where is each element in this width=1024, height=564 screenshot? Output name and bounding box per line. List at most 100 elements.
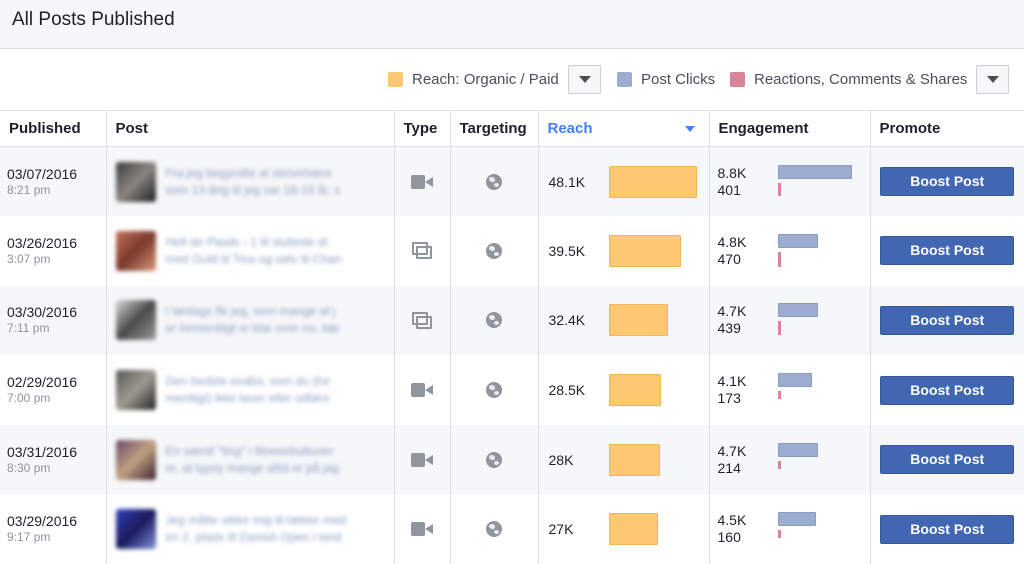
engagement-cell: 4.7K 214 <box>709 424 871 495</box>
published-cell: 02/29/2016 7:00 pm <box>0 355 107 425</box>
post-cell[interactable]: Fra jeg begyndte at skrivehære som 13-åri… <box>106 146 395 217</box>
legend-post-clicks-label: Post Clicks <box>641 70 716 88</box>
post-cell[interactable]: En særdt "ting" i fitnessbutturen er, at … <box>106 424 395 495</box>
reach-cell: 39.5K <box>538 216 710 286</box>
reach-bar <box>608 165 697 198</box>
album-icon <box>412 242 432 260</box>
col-reach[interactable]: Reach <box>538 110 710 147</box>
post-thumbnail[interactable] <box>115 161 156 202</box>
post-preview-text[interactable]: Jeg måtte sikke mig til tække med en 2. p… <box>165 513 347 545</box>
reactions-bar <box>777 460 781 469</box>
type-cell <box>394 216 451 286</box>
album-icon <box>412 311 432 329</box>
type-cell <box>394 285 451 356</box>
reactions-bar <box>777 530 781 539</box>
post-clicks-value: 4.7K <box>717 442 747 459</box>
boost-post-button[interactable]: Boost Post <box>880 445 1015 475</box>
targeting-cell <box>450 355 539 425</box>
video-icon <box>411 383 433 398</box>
col-post[interactable]: Post <box>106 110 395 147</box>
post-thumbnail[interactable] <box>115 230 156 271</box>
table-row[interactable]: 02/29/2016 7:00 pm Den bedste evaba, som d… <box>0 355 1024 425</box>
table-row[interactable]: 03/31/2016 8:30 pm En særdt "ting" i fitne… <box>0 424 1024 495</box>
boost-post-button[interactable]: Boost Post <box>880 375 1015 405</box>
col-type[interactable]: Type <box>394 110 451 147</box>
reactions-value: 439 <box>717 320 741 337</box>
post-cell[interactable]: Den bedste evaba, som du (for mentligt) i… <box>106 355 395 425</box>
post-thumbnail[interactable] <box>115 439 156 480</box>
boost-post-button[interactable]: Boost Post <box>880 514 1015 544</box>
post-cell[interactable]: I lørdags fik jeg, som mange af j er form… <box>106 285 395 356</box>
table-row[interactable]: 03/26/2016 3:07 pm Helt de Plaids - 1 til … <box>0 216 1024 286</box>
col-targeting[interactable]: Targeting <box>450 110 539 147</box>
col-published[interactable]: Published <box>0 110 107 147</box>
post-cell[interactable]: Jeg måtte sikke mig til tække med en 2. p… <box>106 494 395 564</box>
legend-reach: Reach: Organic / Paid <box>388 69 559 89</box>
post-thumbnail[interactable] <box>115 370 156 411</box>
post-clicks-value: 8.8K <box>717 164 747 181</box>
table-row[interactable]: 03/07/2016 8:21 pm Fra jeg begyndte at skr… <box>0 146 1024 217</box>
engagement-cell: 4.5K 160 <box>709 494 871 564</box>
globe-icon <box>486 173 502 190</box>
reach-dropdown-button[interactable] <box>568 65 601 94</box>
engagement-dropdown-button[interactable] <box>976 65 1009 94</box>
legend-reach-label: Reach: Organic / Paid <box>412 70 559 88</box>
globe-icon <box>486 451 502 468</box>
reach-bar <box>608 443 660 476</box>
reactions-value: 470 <box>717 250 741 267</box>
post-clicks-value: 4.8K <box>717 233 747 250</box>
col-promote: Promote <box>870 110 1024 147</box>
post-clicks-bar <box>777 164 852 179</box>
reach-value: 39.5K <box>548 242 586 259</box>
legend-reactions-label: Reactions, Comments & Shares <box>754 70 968 88</box>
published-date: 03/31/2016 <box>7 443 78 460</box>
post-preview-text[interactable]: Helt de Plaids - 1 til sluttede af med Gu… <box>165 234 342 266</box>
published-cell: 03/31/2016 8:30 pm <box>0 424 107 495</box>
globe-icon <box>486 242 502 259</box>
boost-post-button[interactable]: Boost Post <box>880 167 1015 197</box>
targeting-cell <box>450 216 539 286</box>
post-thumbnail[interactable] <box>115 300 156 341</box>
post-preview-text[interactable]: Den bedste evaba, som du (for mentligt) i… <box>165 374 331 406</box>
sort-desc-icon <box>684 126 695 132</box>
post-clicks-bar <box>777 442 818 457</box>
published-cell: 03/26/2016 3:07 pm <box>0 216 107 286</box>
reactions-value: 173 <box>717 390 741 407</box>
reactions-bar <box>777 391 781 400</box>
post-clicks-bar <box>777 303 818 318</box>
legend-post-clicks: Post Clicks <box>617 69 715 89</box>
col-engagement[interactable]: Engagement <box>709 110 871 147</box>
globe-icon <box>486 312 502 329</box>
reach-value: 32.4K <box>548 312 586 329</box>
post-cell[interactable]: Helt de Plaids - 1 til sluttede af med Gu… <box>106 216 395 286</box>
chevron-down-icon <box>578 76 591 83</box>
promote-cell: Boost Post <box>870 285 1024 356</box>
targeting-cell <box>450 146 539 217</box>
reach-cell: 48.1K <box>538 146 710 217</box>
type-cell <box>394 146 451 217</box>
post-preview-text[interactable]: En særdt "ting" i fitnessbutturen er, at … <box>165 443 339 475</box>
post-thumbnail[interactable] <box>115 509 156 550</box>
boost-post-button[interactable]: Boost Post <box>880 305 1015 335</box>
reactions-value: 214 <box>717 459 741 476</box>
reactions-bar <box>777 182 781 196</box>
reach-cell: 32.4K <box>538 285 710 356</box>
reactions-bar <box>777 251 781 267</box>
boost-post-button[interactable]: Boost Post <box>880 236 1015 266</box>
post-preview-text[interactable]: Fra jeg begyndte at skrivehære som 13-åri… <box>165 165 341 197</box>
targeting-cell <box>450 424 539 495</box>
published-time: 7:11 pm <box>7 321 50 336</box>
legend-reactions: Reactions, Comments & Shares <box>730 69 967 89</box>
posts-table: Published Post Type Targeting Reach Enga… <box>0 110 1024 564</box>
table-row[interactable]: 03/29/2016 9:17 pm Jeg måtte sikke mig til… <box>0 494 1024 564</box>
reach-cell: 28K <box>538 424 710 495</box>
reach-bar <box>608 304 668 337</box>
engagement-cell: 4.7K 439 <box>709 285 871 356</box>
page-title: All Posts Published <box>12 9 175 30</box>
table-row[interactable]: 03/30/2016 7:11 pm I lørdags fik jeg, som … <box>0 285 1024 356</box>
reach-bar <box>608 234 681 267</box>
col-reach-label: Reach <box>547 120 593 137</box>
globe-icon <box>486 382 502 399</box>
engagement-cell: 4.1K 173 <box>709 355 871 425</box>
post-preview-text[interactable]: I lørdags fik jeg, som mange af j er form… <box>165 304 339 336</box>
